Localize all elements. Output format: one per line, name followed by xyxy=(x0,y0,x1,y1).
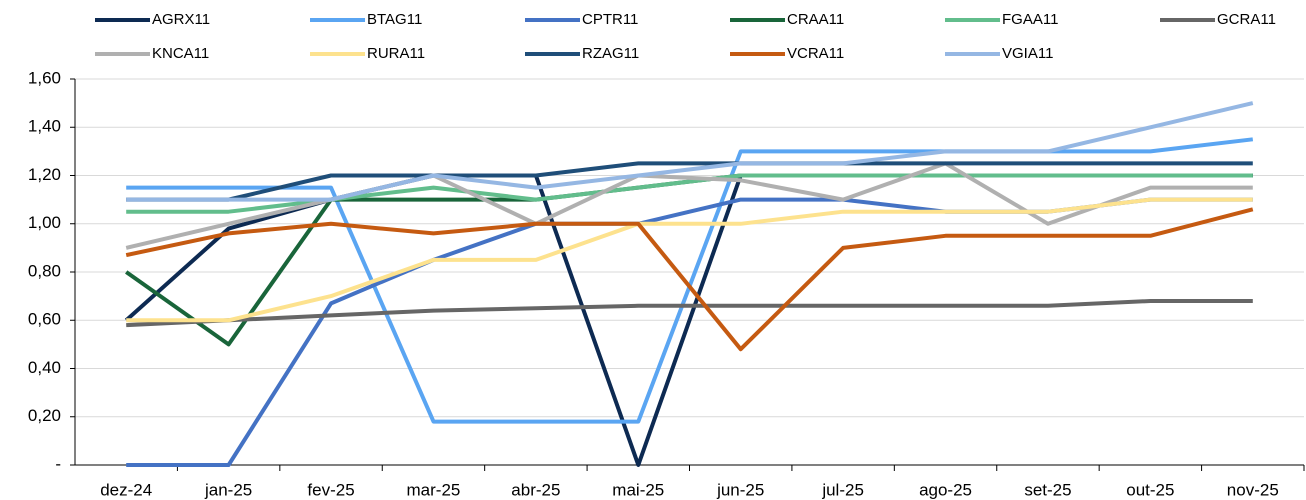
series-line xyxy=(125,207,1254,352)
legend-label: FGAA11 xyxy=(1002,11,1058,28)
series-line xyxy=(126,299,1253,328)
legend-label: AGRX11 xyxy=(152,11,210,28)
y-tick-label: 0,20 xyxy=(28,406,61,425)
x-tick-label: set-25 xyxy=(1024,480,1071,499)
y-tick-label: 0,80 xyxy=(28,261,61,280)
legend-label: BTAG11 xyxy=(367,11,422,28)
legend-label: GCRA11 xyxy=(1217,11,1276,28)
series-line xyxy=(126,197,1253,323)
legend-label: VCRA11 xyxy=(787,45,844,62)
x-tick-label: out-25 xyxy=(1126,480,1174,499)
legend-label: RURA11 xyxy=(367,45,425,62)
x-tick-label: abr-25 xyxy=(511,480,560,499)
x-tick-label: dez-24 xyxy=(100,480,152,499)
series-line xyxy=(126,161,1253,202)
y-tick-label: 1,40 xyxy=(28,117,61,136)
series-line xyxy=(126,197,1253,467)
x-tick-label: jul-25 xyxy=(821,480,864,499)
x-tick-label: nov-25 xyxy=(1227,480,1279,499)
legend-label: CPTR11 xyxy=(582,11,638,28)
legend-label: VGIA11 xyxy=(1002,45,1053,62)
y-tick-label: - xyxy=(55,454,61,473)
x-tick-label: mai-25 xyxy=(612,480,664,499)
x-tick-label: ago-25 xyxy=(919,480,972,499)
y-tick-label: 1,20 xyxy=(28,165,61,184)
x-tick-label: mar-25 xyxy=(407,480,461,499)
x-tick-label: fev-25 xyxy=(307,480,354,499)
y-tick-label: 1,00 xyxy=(28,213,61,232)
legend-label: CRAA11 xyxy=(787,11,844,28)
series-line xyxy=(125,161,1253,250)
legend-label: RZAG11 xyxy=(582,45,639,62)
x-tick-label: jun-25 xyxy=(716,480,764,499)
y-tick-label: 0,60 xyxy=(28,310,61,329)
y-tick-label: 1,60 xyxy=(28,68,61,87)
x-tick-label: jan-25 xyxy=(204,480,252,499)
series-line xyxy=(126,101,1254,202)
y-tick-label: 0,40 xyxy=(28,358,61,377)
legend-label: KNCA11 xyxy=(152,45,209,62)
